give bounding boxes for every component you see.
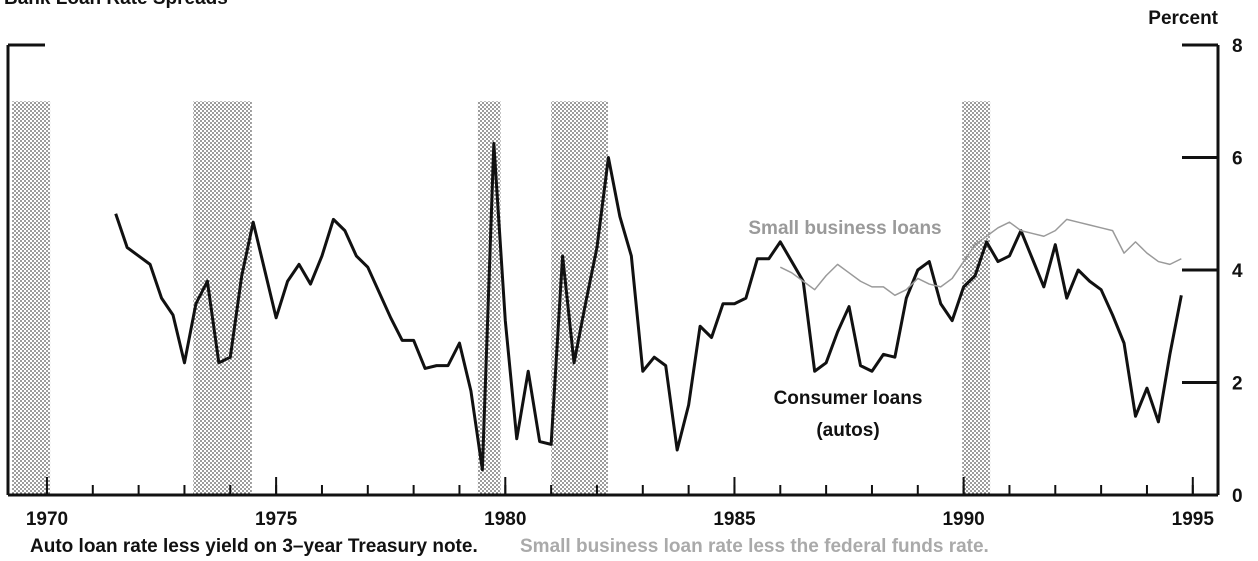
series-label: Consumer loans <box>774 388 923 409</box>
footnote: Auto loan rate less yield on 3–year Trea… <box>30 536 478 557</box>
y-tick-label: 0 <box>1232 486 1243 507</box>
series-label: (autos) <box>816 420 879 441</box>
y-tick-label: 8 <box>1232 36 1243 57</box>
footnote: Small business loan rate less the federa… <box>520 536 989 557</box>
y-tick-label: 2 <box>1232 374 1243 395</box>
x-tick-label: 1990 <box>942 509 984 530</box>
y-tick-label: 6 <box>1232 149 1243 170</box>
x-tick-label: 1995 <box>1172 509 1215 530</box>
x-tick-label: 1975 <box>255 509 298 530</box>
recession-shading <box>962 101 991 495</box>
y-tick-label: 4 <box>1232 261 1243 282</box>
series-line <box>114 141 1183 472</box>
x-tick-label: 1980 <box>484 509 526 530</box>
y-axis-label: Percent <box>1148 8 1218 29</box>
chart-title: Bank Loan Rate Spreads <box>4 0 228 9</box>
series-label: Small business loans <box>748 218 941 239</box>
recession-shading <box>12 101 51 495</box>
x-tick-label: 1985 <box>713 509 756 530</box>
series-line <box>779 218 1182 297</box>
recession-shading <box>193 101 252 495</box>
x-tick-label: 1970 <box>26 509 68 530</box>
